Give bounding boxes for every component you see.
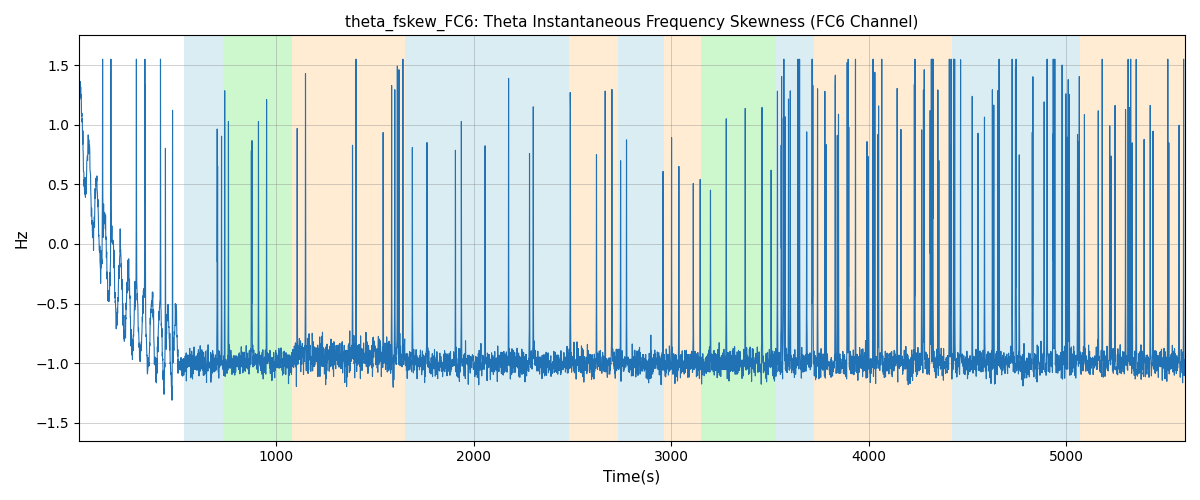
Bar [223,36,293,440]
Title: theta_fskew_FC6: Theta Instantaneous Frequency Skewness (FC6 Channel): theta_fskew_FC6: Theta Instantaneous Fre… [346,15,919,31]
Bar [618,36,664,440]
Bar [664,36,701,440]
Y-axis label: Hz: Hz [14,228,30,248]
Bar [1080,36,1184,440]
X-axis label: Time(s): Time(s) [604,470,660,485]
Bar [952,36,1080,440]
Bar [814,36,952,440]
Bar [184,36,223,440]
Bar [701,36,776,440]
Bar [776,36,814,440]
Bar [404,36,569,440]
Bar [569,36,618,440]
Bar [293,36,404,440]
